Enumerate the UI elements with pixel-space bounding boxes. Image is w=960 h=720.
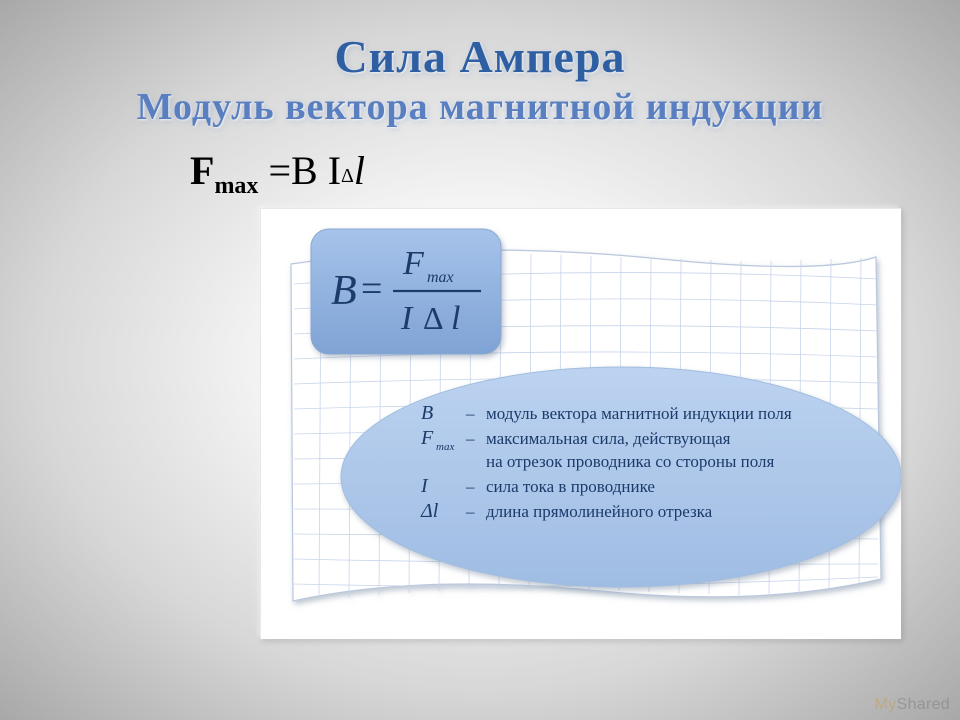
- leg-desc-0: модуль вектора магнитной индукции поля: [486, 404, 792, 423]
- leg-desc-4: длина прямолинейного отрезка: [486, 502, 713, 521]
- title-line-1: Сила Ампера: [0, 30, 960, 83]
- formula-F: F: [190, 148, 214, 193]
- slide: Сила Ампера Модуль вектора магнитной инд…: [0, 0, 960, 720]
- leg-sym-0: B: [421, 402, 433, 424]
- fb-B: B: [331, 268, 357, 314]
- legend-oval: B – модуль вектора магнитной индукции по…: [341, 367, 901, 587]
- leg-desc-3: сила тока в проводнике: [486, 477, 655, 496]
- fb-I: I: [400, 300, 414, 337]
- watermark-my: My: [875, 696, 897, 713]
- formula-l: l: [354, 148, 365, 193]
- fb-eq: =: [361, 268, 382, 310]
- formula-delta: Δ: [341, 165, 354, 187]
- leg-dash-4: –: [465, 502, 475, 521]
- leg-dash-0: –: [465, 404, 475, 423]
- leg-desc-2: на отрезок проводника со стороны поля: [486, 452, 775, 471]
- formula-eq: =: [268, 148, 291, 193]
- title-block: Сила Ампера Модуль вектора магнитной инд…: [0, 0, 960, 129]
- formula-B: B: [291, 148, 328, 193]
- figure-svg: B = F max I Δ l B – модуль в: [261, 209, 901, 639]
- fb-Fsub: max: [427, 269, 454, 286]
- fb-F: F: [402, 245, 425, 282]
- leg-sym-4: Δl: [420, 500, 439, 522]
- watermark-shared: Shared: [897, 696, 950, 713]
- leg-sub-1: max: [436, 441, 454, 453]
- figure: B = F max I Δ l B – модуль в: [260, 208, 901, 639]
- formula-F-sub: max: [214, 173, 258, 199]
- fb-l: l: [451, 300, 460, 337]
- leg-sym-1: F: [420, 427, 434, 449]
- leg-sym-3: I: [420, 475, 429, 497]
- title-line-2: Модуль вектора магнитной индукции: [0, 85, 960, 129]
- leg-desc-1: максимальная сила, действующая: [486, 429, 731, 448]
- leg-dash-3: –: [465, 477, 475, 496]
- top-formula: Fmax =B IΔl: [190, 147, 960, 200]
- fb-delta: Δ: [423, 300, 444, 336]
- leg-dash-1: –: [465, 429, 475, 448]
- formula-box: B = F max I Δ l: [311, 229, 501, 354]
- watermark: MyShared: [875, 696, 950, 714]
- formula-I: I: [328, 148, 341, 193]
